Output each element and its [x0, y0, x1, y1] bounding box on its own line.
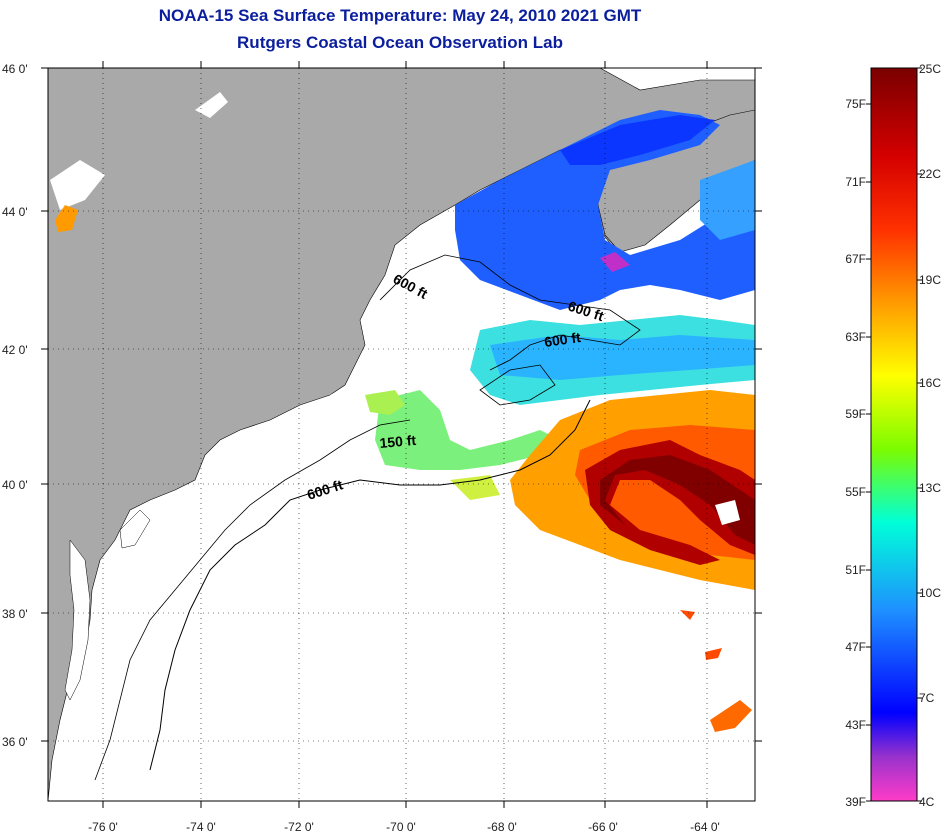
colorbar-label-c: 13C — [919, 481, 941, 495]
isobath-600ft — [379, 254, 641, 371]
map-title: NOAA-15 Sea Surface Temperature: May 24,… — [158, 6, 642, 25]
isobath-label: 150 ft — [379, 432, 417, 451]
colorbar-label-c: 16C — [919, 376, 941, 390]
lon-label: -66 0' — [588, 820, 618, 834]
longitude-labels: -76 0' -74 0' -72 0' -70 0' -68 0' -66 0… — [88, 820, 720, 834]
lat-label: 46 0' — [2, 62, 28, 76]
map-frame — [47, 67, 756, 802]
coastal-cloud — [330, 345, 440, 405]
cold-water-region — [455, 110, 755, 310]
lat-label: 38 0' — [2, 607, 28, 621]
colorbar-ticks — [866, 67, 922, 802]
colorbar-label-f: 43F — [845, 718, 866, 732]
colorbar-label-c: 25C — [919, 62, 941, 76]
graticule — [48, 68, 755, 801]
colorbar-label-c: 4C — [919, 795, 935, 809]
colorbar-label-f: 67F — [845, 252, 866, 266]
isobath-150ft — [94, 419, 411, 781]
delaware-bay — [119, 509, 151, 549]
lat-label: 40 0' — [2, 478, 28, 492]
warm-patch — [710, 700, 752, 732]
colorbar-label-c: 7C — [919, 691, 935, 705]
latitude-labels: 46 0' 44 0' 42 0' 40 0' 38 0' 36 0' — [2, 62, 28, 749]
colorbar-label-f: 75F — [845, 97, 866, 111]
cloud-patch — [50, 160, 105, 210]
colorbar-label-c: 22C — [919, 167, 941, 181]
axis-ticks — [41, 61, 762, 808]
lon-label: -70 0' — [386, 820, 416, 834]
shelf-water — [490, 335, 755, 380]
colorbar-label-f: 71F — [845, 175, 866, 189]
lon-label: -68 0' — [487, 820, 517, 834]
colorbar-label-f: 39F — [845, 795, 866, 809]
warm-patch — [705, 648, 722, 660]
lat-label: 44 0' — [2, 205, 28, 219]
lon-label: -72 0' — [284, 820, 314, 834]
colorbar-label-f: 51F — [845, 563, 866, 577]
shelf-water — [365, 390, 405, 415]
shelf-water — [450, 475, 500, 500]
map-subtitle: Rutgers Coastal Ocean Observation Lab — [237, 33, 563, 52]
cold-water-region — [560, 115, 715, 165]
colorbar-label-f: 47F — [845, 640, 866, 654]
isobath-600ft — [149, 399, 591, 771]
lon-label: -74 0' — [186, 820, 216, 834]
isobath-georges — [479, 364, 556, 406]
chesapeake-bay — [64, 539, 91, 701]
colorbar-label-c: 10C — [919, 586, 941, 600]
magenta-patch — [600, 252, 630, 272]
colorbar-label-f: 63F — [845, 330, 866, 344]
warm-patch — [680, 610, 695, 620]
lon-label: -64 0' — [690, 820, 720, 834]
lon-label: -76 0' — [88, 820, 118, 834]
lake-patch — [55, 205, 78, 232]
colorbar-celsius-labels: 25C 22C 19C 16C 13C 10C 7C 4C — [919, 62, 941, 809]
shelf-water — [375, 390, 560, 470]
colorbar-fahrenheit-labels: 75F 71F 67F 63F 59F 55F 51F 47F 43F 39F — [845, 97, 866, 809]
gulf-stream-core — [600, 455, 755, 545]
lat-label: 36 0' — [2, 735, 28, 749]
lat-label: 42 0' — [2, 343, 28, 357]
cloud-patch — [715, 500, 740, 525]
colorbar-label-f: 59F — [845, 407, 866, 421]
cold-water-region — [700, 160, 755, 240]
isobath-label: 600 ft — [543, 329, 582, 350]
colorbar-label-f: 55F — [845, 485, 866, 499]
colorbar-label-c: 19C — [919, 273, 941, 287]
colorbar — [870, 67, 918, 802]
cloud-patch — [195, 92, 228, 118]
